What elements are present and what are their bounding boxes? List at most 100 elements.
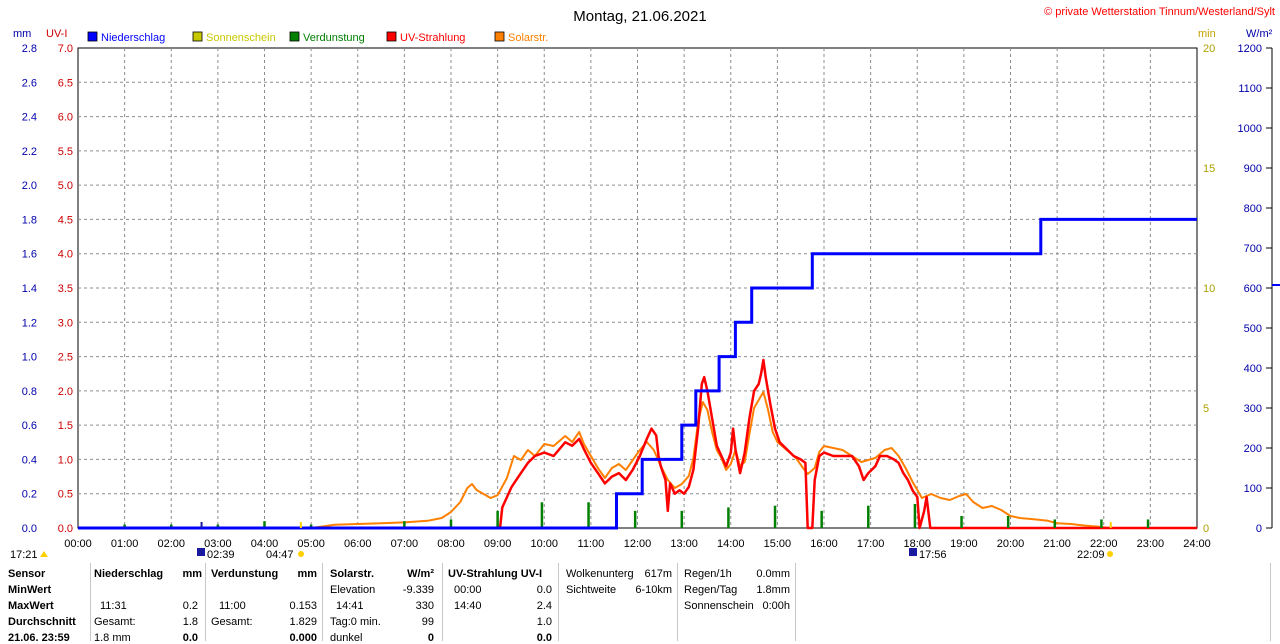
summary-table: Sensor MinWert MaxWert Durchschnitt 21.0…: [0, 563, 1280, 644]
rain-column: Regen/1h 0.0mm Regen/Tag 1.8mm Sonnensch…: [684, 563, 792, 641]
legend-label: Solarstr.: [508, 32, 548, 44]
x-tick-label: 14:00: [717, 538, 745, 550]
mm-tick-label: 2.4: [22, 112, 37, 124]
yesterday-sunset-time: 17:21: [10, 549, 38, 561]
chart-grid: [77, 47, 1198, 529]
solar-elevation-value: -9.339: [402, 584, 434, 596]
legend-swatch: [289, 31, 300, 42]
solar-dark-value: 0: [427, 632, 434, 644]
mm-tick-label: 1.2: [22, 317, 37, 329]
wm2-tick-label: 700: [1244, 243, 1262, 255]
x-tick-label: 20:00: [997, 538, 1025, 550]
x-tick-label: 01:00: [111, 538, 139, 550]
rain-day-label: Regen/Tag: [684, 584, 738, 596]
niederschlag-max-time: 11:31: [100, 600, 127, 612]
mm-tick-label: 2.8: [22, 43, 37, 55]
niederschlag-last-label: 1.8 mm: [94, 632, 131, 644]
x-tick-label: 00:00: [64, 538, 92, 550]
wm2-tick-label: 200: [1244, 443, 1262, 455]
cloud-base-value: 617m: [644, 568, 672, 580]
x-tick-label: 22:00: [1090, 538, 1118, 550]
wm2-tick-label: 800: [1244, 203, 1262, 215]
cloud-column: Wolkenunterg 617m Sichtweite 6-10km: [566, 563, 674, 641]
x-tick-label: 15:00: [764, 538, 792, 550]
uv-tick-label: 7.0: [58, 43, 73, 55]
x-tick-label: 17:00: [857, 538, 885, 550]
niederschlag-total-label: Gesamt:: [94, 616, 136, 628]
wm2-tick-label: 1100: [1238, 83, 1262, 95]
uv-line: [78, 358, 1197, 530]
sunrise-time: 04:47: [266, 549, 294, 561]
uv-tick-label: 0.0: [58, 523, 73, 535]
sunset-time: 22:09: [1077, 549, 1105, 561]
mm-tick-label: 1.8: [22, 214, 37, 226]
uv-max-value: 2.4: [536, 600, 552, 612]
solar-line: [78, 391, 1197, 529]
legend-label: Niederschlag: [101, 32, 165, 44]
x-tick-label: 08:00: [437, 538, 465, 550]
x-tick-label: 07:00: [391, 538, 419, 550]
x-tick-label: 04:00: [251, 538, 279, 550]
wm2-tick-label: 600: [1244, 283, 1262, 295]
legend-swatch: [87, 31, 98, 42]
min-tick-label: 15: [1203, 163, 1215, 175]
x-tick-label: 19:00: [950, 538, 978, 550]
mm-tick-label: 0.6: [22, 420, 37, 432]
axis-unit-min: min: [1198, 28, 1216, 40]
wm2-tick-label: 400: [1244, 363, 1262, 375]
niederschlag-unit: mm: [182, 568, 202, 580]
x-tick-label: 21:00: [1043, 538, 1071, 550]
niederschlag-max-value: 0.2: [182, 600, 198, 612]
uv-header: UV-Strahlung UV-I: [448, 568, 543, 580]
min-tick-label: 10: [1203, 283, 1215, 295]
axis-unit-uv: UV-I: [46, 28, 67, 40]
mm-tick-label: 0.2: [22, 489, 37, 501]
weather-chart: 0.0 0.2 0.4 0.6 0.8 1.0 1.2 1.4 1.6 1.8 2.0 2.2 2.4 2…: [10, 6, 1280, 561]
visibility-label: Sichtweite: [566, 584, 617, 596]
wm2-tick-label: 1000: [1238, 123, 1262, 135]
mm-tick-label: 0.0: [22, 523, 37, 535]
min-tick-label: 20: [1203, 43, 1215, 55]
uv-tick-label: 6.5: [58, 77, 73, 89]
moonset-time: 17:56: [919, 549, 947, 561]
verdunstung-column: Verdunstung mm 11:00 0.153 Gesamt: 1.829…: [211, 563, 319, 644]
moon-rise-icon: [197, 548, 205, 556]
x-tick-label: 06:00: [344, 538, 372, 550]
uv-min-time: 00:00: [454, 584, 482, 596]
solar-max-time: 14:41: [336, 600, 364, 612]
uv-last-value: 0.0: [536, 632, 552, 644]
uv-tick-label: 0.5: [58, 489, 73, 501]
legend-swatch: [192, 31, 203, 42]
x-tick-label: 11:00: [578, 538, 605, 550]
sunshine-label: Sonnenschein: [684, 600, 754, 612]
min-tick-label: 0: [1203, 523, 1209, 535]
verdunstung-unit: mm: [297, 568, 317, 580]
niederschlag-header: Niederschlag: [94, 568, 164, 580]
legend-swatch: [386, 31, 397, 42]
x-tick-label: 02:00: [157, 538, 185, 550]
solar-day-value: 99: [421, 616, 434, 628]
wm2-tick-label: 0: [1256, 523, 1262, 535]
station-credit: © private Wetterstation Tinnum/Westerlan…: [1044, 6, 1275, 18]
x-tick-label: 24:00: [1183, 538, 1211, 550]
sunset-icon: [1107, 551, 1113, 557]
wm2-tick-label: 300: [1244, 403, 1262, 415]
wm2-tick-label: 100: [1244, 483, 1262, 495]
chart-series: [78, 217, 1197, 530]
x-tick-label: 10:00: [530, 538, 558, 550]
verdunstung-header: Verdunstung: [211, 568, 279, 580]
x-tick-label: 23:00: [1137, 538, 1165, 550]
uv-avg-value: 1.0: [536, 616, 552, 628]
solar-max-value: 330: [415, 600, 434, 612]
sensor-header: Sensor: [8, 568, 46, 580]
mm-tick-label: 1.0: [22, 352, 37, 364]
moon-set-icon: [909, 548, 917, 556]
axis-unit-wm2: W/m²: [1246, 28, 1273, 40]
visibility-value: 6-10km: [635, 584, 672, 596]
uv-column: UV-Strahlung UV-I 00:00 0.0 14:40 2.4 1.…: [448, 563, 554, 644]
verdunstung-max-time: 11:00: [219, 600, 246, 612]
axis-unit-mm: mm: [13, 28, 31, 40]
mm-tick-label: 0.8: [22, 386, 37, 398]
uv-min-value: 0.0: [536, 584, 552, 596]
min-row-label: MinWert: [8, 584, 52, 596]
